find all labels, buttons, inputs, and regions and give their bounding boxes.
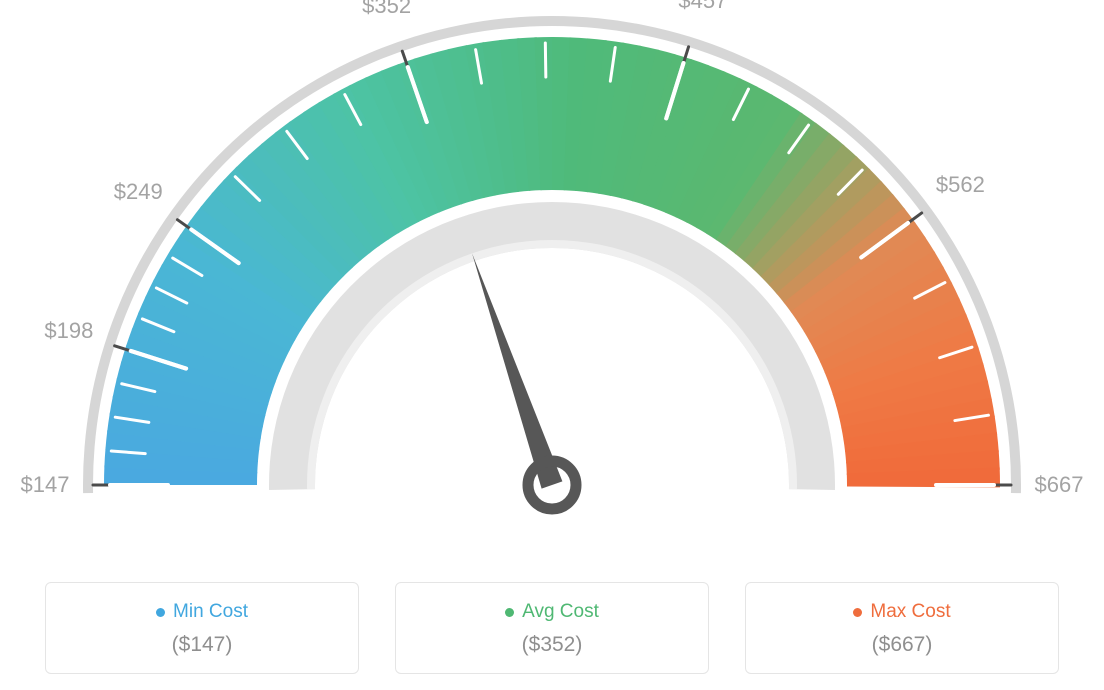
legend-avg-label: Avg Cost [522, 601, 599, 623]
tick-label: $147 [21, 472, 70, 498]
tick-label: $667 [1035, 472, 1084, 498]
legend-min-value: ($147) [46, 633, 358, 657]
cost-gauge: $147 $198 $249 $352 $457 $562 $667 [0, 0, 1104, 560]
tick-label: $352 [362, 0, 411, 19]
legend-avg-value: ($352) [396, 633, 708, 657]
tick-label: $562 [936, 172, 985, 198]
gauge-svg [0, 0, 1104, 560]
dot-icon [505, 608, 514, 617]
legend-max-title: Max Cost [853, 601, 950, 623]
legend-max-value: ($667) [746, 633, 1058, 657]
legend-avg-title: Avg Cost [505, 601, 599, 623]
legend-min-title: Min Cost [156, 601, 248, 623]
legend-avg: Avg Cost ($352) [395, 582, 709, 674]
dot-icon [156, 608, 165, 617]
legend-min-label: Min Cost [173, 601, 248, 623]
tick-label: $198 [44, 318, 93, 344]
legend: Min Cost ($147) Avg Cost ($352) Max Cost… [0, 582, 1104, 674]
tick-label: $249 [114, 179, 163, 205]
legend-max-label: Max Cost [870, 601, 950, 623]
legend-min: Min Cost ($147) [45, 582, 359, 674]
legend-max: Max Cost ($667) [745, 582, 1059, 674]
tick-label: $457 [678, 0, 727, 14]
dot-icon [853, 608, 862, 617]
